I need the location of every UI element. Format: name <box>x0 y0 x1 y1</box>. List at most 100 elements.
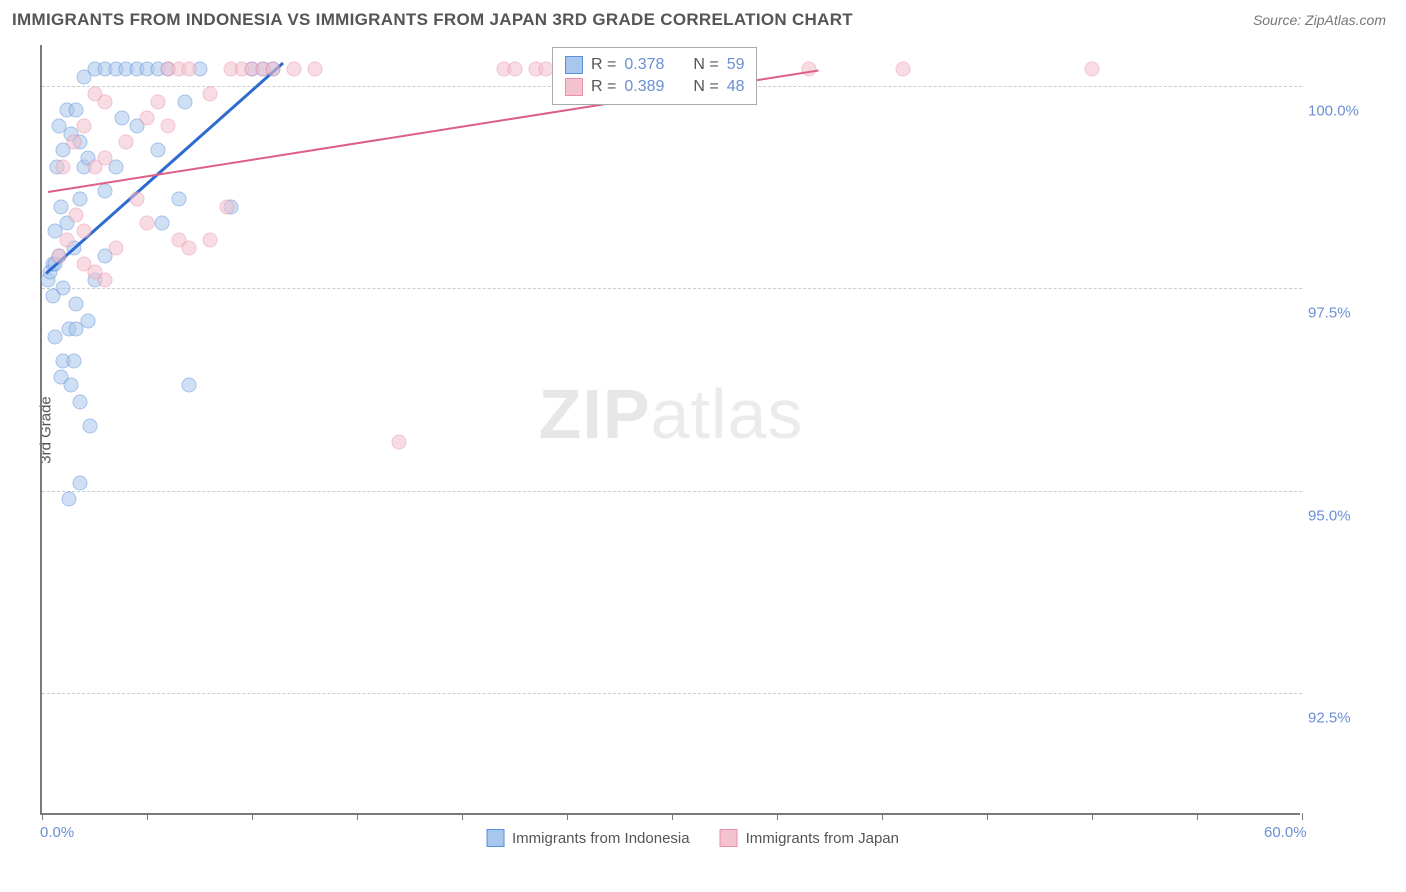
scatter-point <box>203 232 218 247</box>
scatter-point <box>83 418 98 433</box>
y-tick-label: 97.5% <box>1308 305 1378 322</box>
scatter-point <box>114 110 129 125</box>
scatter-point <box>1085 62 1100 77</box>
scatter-point <box>81 313 96 328</box>
scatter-point <box>108 240 123 255</box>
n-label: N = <box>693 56 718 74</box>
scatter-point <box>98 183 113 198</box>
scatter-point <box>77 119 92 134</box>
x-tick <box>1092 813 1093 820</box>
scatter-point <box>72 192 87 207</box>
x-tick <box>252 813 253 820</box>
plot-area: ZIPatlas 92.5%95.0%97.5%100.0%0.0%60.0%R… <box>40 45 1300 815</box>
scatter-point <box>266 62 281 77</box>
x-tick-label: 60.0% <box>1264 824 1307 841</box>
x-tick <box>42 813 43 820</box>
x-tick-label: 0.0% <box>40 824 74 841</box>
watermark-bold: ZIP <box>539 375 651 453</box>
scatter-point <box>72 475 87 490</box>
scatter-point <box>56 159 71 174</box>
scatter-point <box>53 200 68 215</box>
x-tick <box>567 813 568 820</box>
legend-item-indonesia: Immigrants from Indonesia <box>486 829 690 847</box>
scatter-point <box>68 102 83 117</box>
scatter-point <box>896 62 911 77</box>
scatter-point <box>140 110 155 125</box>
scatter-point <box>51 248 66 263</box>
legend-row: R = 0.378 N = 59 <box>565 54 744 76</box>
bottom-legend: Immigrants from Indonesia Immigrants fro… <box>486 829 899 847</box>
scatter-point <box>161 119 176 134</box>
watermark-thin: atlas <box>651 375 804 453</box>
scatter-point <box>72 394 87 409</box>
scatter-point <box>150 94 165 109</box>
gridline <box>42 693 1302 694</box>
x-tick <box>882 813 883 820</box>
x-tick <box>1302 813 1303 820</box>
scatter-point <box>507 62 522 77</box>
scatter-point <box>68 297 83 312</box>
scatter-point <box>119 135 134 150</box>
scatter-point <box>177 94 192 109</box>
scatter-point <box>98 151 113 166</box>
scatter-point <box>203 86 218 101</box>
y-tick-label: 100.0% <box>1308 102 1378 119</box>
r-label: R = <box>591 56 616 74</box>
scatter-point <box>219 200 234 215</box>
scatter-point <box>64 378 79 393</box>
scatter-point <box>140 216 155 231</box>
scatter-point <box>154 216 169 231</box>
scatter-point <box>62 491 77 506</box>
scatter-point <box>47 329 62 344</box>
scatter-point <box>182 62 197 77</box>
legend-row: R = 0.389 N = 48 <box>565 76 744 98</box>
x-tick <box>672 813 673 820</box>
correlation-legend: R = 0.378 N = 59 R = 0.389 N = 48 <box>552 47 757 105</box>
gridline <box>42 491 1302 492</box>
scatter-point <box>171 192 186 207</box>
x-tick <box>147 813 148 820</box>
x-tick <box>777 813 778 820</box>
scatter-point <box>66 135 81 150</box>
legend-swatch-japan <box>720 829 738 847</box>
scatter-point <box>45 289 60 304</box>
r-label: R = <box>591 78 616 96</box>
n-value: 48 <box>727 78 745 96</box>
y-tick-label: 92.5% <box>1308 710 1378 727</box>
x-tick <box>1197 813 1198 820</box>
r-value: 0.378 <box>624 56 679 74</box>
scatter-point <box>182 378 197 393</box>
x-tick <box>357 813 358 820</box>
scatter-point <box>98 94 113 109</box>
legend-item-japan: Immigrants from Japan <box>720 829 899 847</box>
scatter-point <box>150 143 165 158</box>
scatter-point <box>287 62 302 77</box>
x-tick <box>462 813 463 820</box>
chart-container: 3rd Grade ZIPatlas 92.5%95.0%97.5%100.0%… <box>40 45 1345 815</box>
chart-title: IMMIGRANTS FROM INDONESIA VS IMMIGRANTS … <box>12 10 853 30</box>
scatter-point <box>182 240 197 255</box>
x-tick <box>987 813 988 820</box>
scatter-point <box>392 435 407 450</box>
legend-swatch-indonesia <box>486 829 504 847</box>
y-tick-label: 95.0% <box>1308 507 1378 524</box>
gridline <box>42 288 1302 289</box>
scatter-point <box>129 192 144 207</box>
scatter-point <box>68 208 83 223</box>
n-label: N = <box>693 78 718 96</box>
legend-swatch <box>565 78 583 96</box>
r-value: 0.389 <box>624 78 679 96</box>
scatter-point <box>77 224 92 239</box>
legend-label-japan: Immigrants from Japan <box>746 830 899 847</box>
chart-header: IMMIGRANTS FROM INDONESIA VS IMMIGRANTS … <box>0 0 1406 35</box>
scatter-point <box>60 232 75 247</box>
legend-label-indonesia: Immigrants from Indonesia <box>512 830 690 847</box>
n-value: 59 <box>727 56 745 74</box>
scatter-point <box>308 62 323 77</box>
legend-swatch <box>565 56 583 74</box>
chart-source: Source: ZipAtlas.com <box>1253 12 1386 28</box>
scatter-point <box>51 119 66 134</box>
watermark: ZIPatlas <box>539 374 804 454</box>
scatter-point <box>66 354 81 369</box>
scatter-point <box>98 273 113 288</box>
